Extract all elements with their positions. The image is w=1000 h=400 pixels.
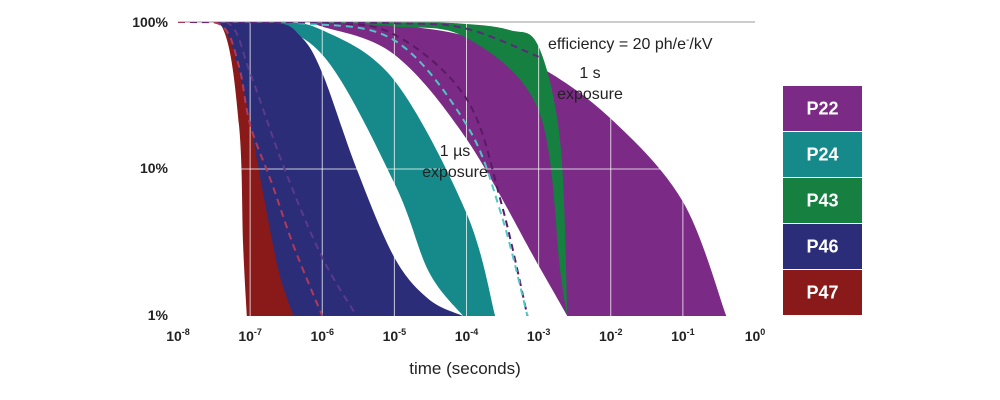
series-area-p47 — [178, 22, 294, 316]
legend-swatch-p43 — [783, 178, 862, 223]
x-tick-base: 10 — [383, 328, 399, 344]
x-tick-exponent: -3 — [542, 327, 550, 337]
x-tick-exponent: -2 — [615, 327, 623, 337]
x-tick-exponent: -8 — [182, 327, 190, 337]
legend-label-p24: P24 — [806, 145, 838, 165]
x-tick-label: 100 — [745, 327, 766, 344]
x-tick-base: 10 — [455, 328, 471, 344]
x-tick-base: 10 — [527, 328, 543, 344]
efficiency-prefix: efficiency = 20 ph/e — [548, 36, 686, 53]
x-tick-label: 10-4 — [455, 327, 479, 344]
grid — [178, 21, 755, 316]
x-axis: 10-8 10-7 10-6 10-5 10-4 10-3 10-2 10-1 100 — [166, 327, 765, 344]
y-tick-label: 1% — [148, 307, 169, 323]
x-tick-exponent: -4 — [470, 327, 478, 337]
x-tick-exponent: -1 — [687, 327, 695, 337]
x-tick-exponent: 0 — [760, 327, 765, 337]
x-tick-label: 10-6 — [310, 327, 334, 344]
series-dashed-lines — [178, 22, 539, 316]
x-axis-title: time (seconds) — [409, 359, 520, 378]
x-tick-base: 10 — [745, 328, 761, 344]
legend: P22 P24 P43 P46 P47 — [783, 86, 862, 315]
efficiency-superscript: - — [686, 35, 689, 46]
efficiency-annotation: efficiency = 20 ph/e-/kV — [548, 35, 713, 53]
series-dashed-p47 — [178, 22, 324, 316]
legend-label-p22: P22 — [806, 99, 838, 119]
x-tick-exponent: -7 — [254, 327, 262, 337]
x-tick-label: 10-5 — [383, 327, 407, 344]
x-tick-base: 10 — [310, 328, 326, 344]
series-dashed-p46 — [178, 22, 358, 316]
legend-swatch-p47 — [783, 270, 862, 315]
one-us-label-line2: exposure — [422, 164, 488, 181]
efficiency-suffix: /kV — [689, 36, 712, 53]
x-tick-label: 10-8 — [166, 327, 190, 344]
x-tick-label: 10-1 — [671, 327, 695, 344]
y-tick-label: 100% — [132, 14, 168, 30]
x-tick-exponent: -6 — [326, 327, 334, 337]
x-tick-label: 10-7 — [238, 327, 262, 344]
one-s-label-line2: exposure — [557, 86, 623, 103]
x-tick-base: 10 — [671, 328, 687, 344]
y-tick-label: 10% — [140, 160, 169, 176]
legend-swatch-p46 — [783, 224, 862, 269]
x-tick-exponent: -5 — [398, 327, 406, 337]
x-tick-base: 10 — [166, 328, 182, 344]
x-tick-label: 10-3 — [527, 327, 551, 344]
series-area-p22 — [178, 22, 727, 316]
one-s-label-line1: 1 s — [579, 65, 600, 82]
x-tick-base: 10 — [238, 328, 254, 344]
x-tick-label: 10-2 — [599, 327, 623, 344]
legend-swatch-p22 — [783, 86, 862, 131]
legend-label-p47: P47 — [806, 283, 838, 303]
legend-label-p46: P46 — [806, 237, 838, 257]
one-us-label-line1: 1 µs — [440, 143, 471, 160]
y-axis: 100% 10% 1% — [132, 14, 168, 323]
x-tick-base: 10 — [599, 328, 615, 344]
legend-swatch-p24 — [783, 132, 862, 177]
legend-label-p43: P43 — [806, 191, 838, 211]
